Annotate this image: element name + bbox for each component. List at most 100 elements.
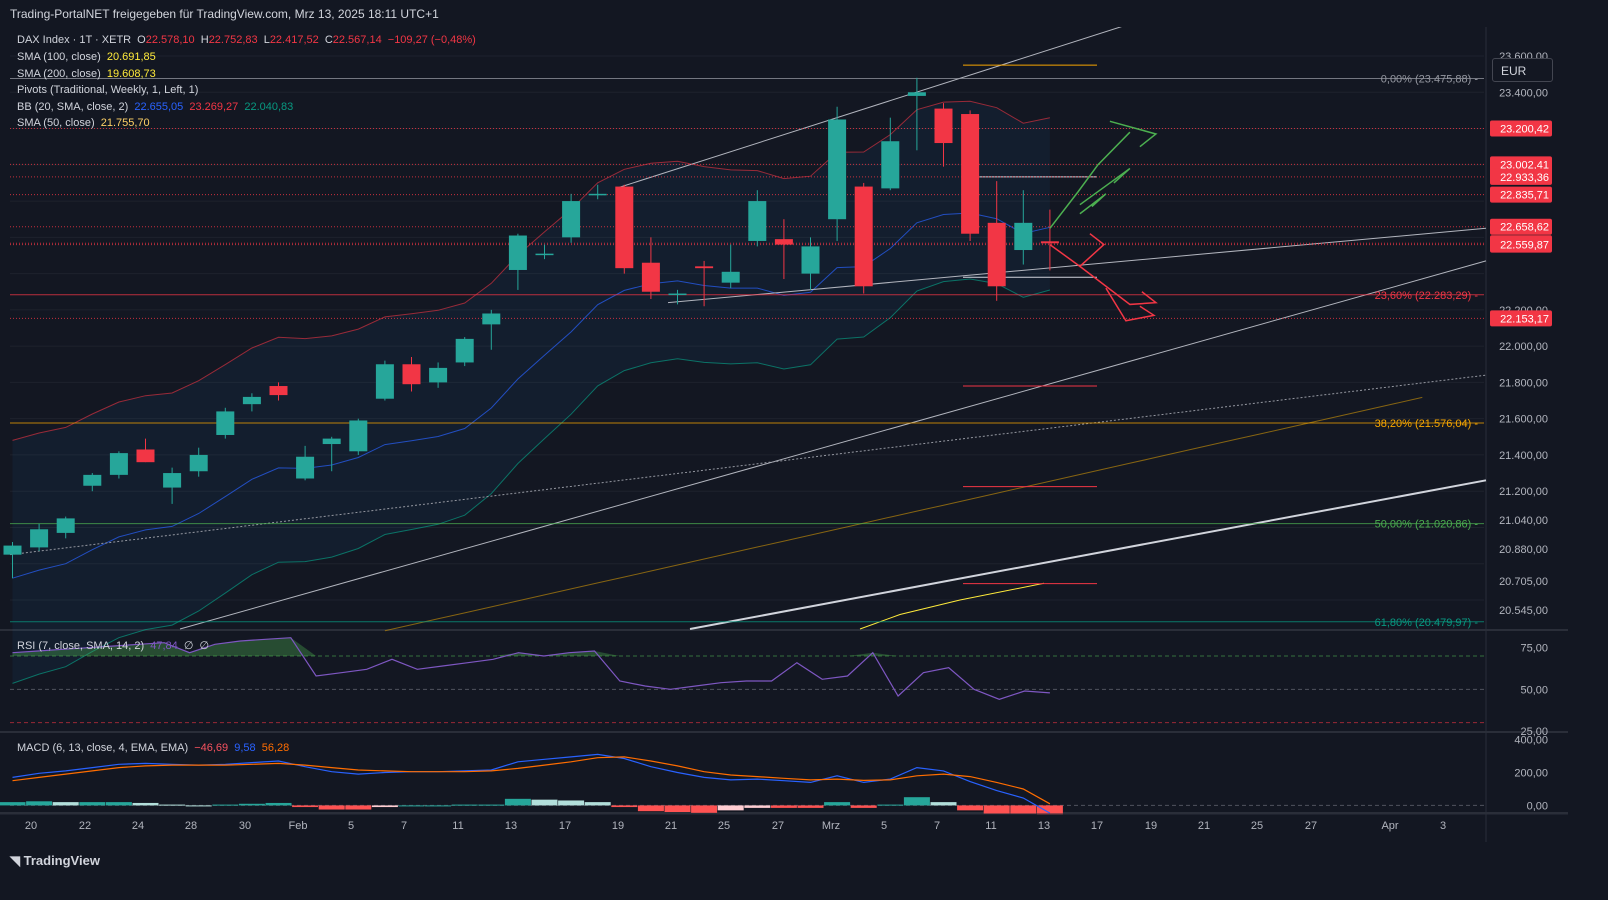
- time-tick: 19: [1145, 820, 1157, 832]
- candle-body: [322, 438, 341, 445]
- time-tick: 25: [718, 820, 730, 832]
- price-tick: 21.040,00: [1499, 515, 1548, 527]
- time-tick: 17: [559, 820, 571, 832]
- legend-sma100-label: SMA (100, close): [17, 51, 101, 63]
- candle-body: [375, 364, 394, 399]
- price-tag-box: [1490, 236, 1552, 253]
- legend-symbol[interactable]: DAX Index · 1T · XETR: [17, 34, 132, 46]
- bullish-arrow-path: [1049, 131, 1131, 229]
- price-tick: 22.000,00: [1499, 341, 1548, 353]
- chart-area[interactable]: 23.600,0023.400,0022.200,0022.000,0021.8…: [0, 27, 1568, 842]
- share-title: Trading-PortalNET freigegeben für Tradin…: [10, 7, 439, 21]
- legend-c-value: 22.567,14: [332, 34, 382, 46]
- candle-body: [615, 186, 634, 269]
- candle-body: [508, 235, 527, 270]
- macd-histogram-bar: [504, 798, 531, 806]
- legend-sma50[interactable]: SMA (50, close) 21.755,70: [17, 117, 153, 129]
- sma50-line: [384, 396, 1423, 632]
- macd-histogram-bar: [877, 804, 904, 806]
- legend-sma50-label: SMA (50, close): [17, 117, 95, 129]
- macd-histogram-bar: [238, 803, 265, 806]
- candle-body: [136, 449, 155, 463]
- legend-pivots-label: Pivots (Traditional, Weekly, 1, Left, 1): [17, 84, 199, 96]
- legend-macd[interactable]: MACD (6, 13, close, 4, EMA, EMA) −46,69 …: [17, 742, 292, 754]
- macd-histogram-bar: [212, 804, 239, 806]
- legend-rsi-value: 47,84: [150, 640, 178, 652]
- macd-histogram-bar: [850, 805, 877, 808]
- currency-button[interactable]: EUR: [1492, 58, 1553, 82]
- bb-upper-line: [12, 100, 1050, 441]
- price-tick: 20.545,00: [1499, 605, 1548, 617]
- candle-body: [242, 396, 261, 405]
- candle-body: [961, 114, 980, 234]
- candle-body: [828, 119, 847, 220]
- legend-o-value: 22.578,10: [145, 34, 195, 46]
- time-tick: 13: [505, 820, 517, 832]
- bb-basis-line: [12, 212, 1051, 579]
- candle-body: [801, 246, 820, 274]
- legend-rsi-extra-2: ∅: [199, 640, 210, 652]
- candle-body: [907, 92, 926, 96]
- candle-body: [1014, 222, 1033, 251]
- time-tick: 21: [1198, 820, 1210, 832]
- candle-body: [455, 338, 474, 363]
- time-tick: 22: [79, 820, 91, 832]
- tradingview-logo[interactable]: ◥ TradingView: [10, 853, 100, 869]
- legend-rsi[interactable]: RSI (7, close, SMA, 14, 2) 47,84 ∅ ∅: [17, 639, 212, 652]
- macd-histogram-bar: [1010, 805, 1037, 815]
- legend-pivots[interactable]: Pivots (Traditional, Weekly, 1, Left, 1): [17, 84, 201, 96]
- legend-change: −109,27 (−0,48%): [387, 34, 476, 46]
- candle-body: [588, 193, 607, 196]
- legend-bb-label: BB (20, SMA, close, 2): [17, 101, 129, 113]
- candle-body: [562, 201, 581, 238]
- legend-bb-basis: 22.655,05: [134, 101, 184, 113]
- macd-histogram-bar: [132, 802, 159, 806]
- long-trend-line: [179, 260, 1487, 630]
- legend-macd-signal: 56,28: [261, 742, 290, 754]
- macd-histogram-bar: [292, 805, 319, 808]
- time-tick: 13: [1038, 820, 1050, 832]
- channel-upper-line: [615, 27, 1122, 189]
- macd-histogram-bar: [770, 805, 797, 808]
- scenario-arrows: [1049, 120, 1158, 322]
- candle-body: [641, 262, 660, 292]
- legend-sma200-value: 19.608,73: [106, 68, 156, 80]
- fib-level-label: 0,00% (23.475,88) -: [1381, 74, 1479, 86]
- candle-body: [695, 266, 714, 269]
- macd-histogram-bar: [26, 801, 53, 806]
- time-tick: 27: [772, 820, 784, 832]
- legend-macd-hist: −46,69: [194, 742, 229, 754]
- macd-tick: 200,00: [1514, 768, 1548, 780]
- candle-body: [668, 293, 687, 296]
- macd-histogram-bar: [265, 802, 292, 806]
- time-tick: Apr: [1381, 820, 1398, 832]
- macd-histogram-bar: [425, 805, 452, 807]
- time-tick: 7: [401, 820, 407, 832]
- legend-o-label: O: [137, 34, 146, 46]
- rsi-overbought-fill: [12, 637, 1050, 656]
- candle-body: [349, 420, 368, 452]
- legend-sma200[interactable]: SMA (200, close) 19.608,73: [17, 68, 159, 80]
- trend-lines: [9, 27, 1487, 630]
- macd-histogram-bar: [345, 805, 372, 810]
- legend-bb[interactable]: BB (20, SMA, close, 2) 22.655,05 23.269,…: [17, 101, 296, 113]
- pane-frames: [0, 27, 1568, 842]
- price-tick: 21.200,00: [1499, 486, 1548, 498]
- time-tick: 27: [1305, 820, 1317, 832]
- rsi-tick: 25,00: [1520, 726, 1548, 738]
- fib-level-label: 23,60% (22.283,29) -: [1375, 290, 1479, 302]
- top-bar: Trading-PortalNET freigegeben für Tradin…: [0, 0, 1568, 27]
- legend-sma100-value: 20.691,85: [106, 51, 156, 63]
- bearish-arrow-path: [1079, 265, 1158, 306]
- legend-sma100[interactable]: SMA (100, close) 20.691,85: [17, 51, 159, 63]
- chart-svg[interactable]: 23.600,0023.400,0022.200,0022.000,0021.8…: [0, 27, 1568, 842]
- main-grid: [10, 55, 1484, 601]
- legend-rsi-extra-1: ∅: [183, 640, 194, 652]
- macd-histogram-bar: [398, 805, 425, 807]
- fib-level-label: 61,80% (20.479,97) -: [1375, 617, 1479, 629]
- candle-body: [881, 141, 900, 189]
- macd-histogram-bar: [105, 802, 132, 806]
- macd-histogram-bar: [478, 804, 505, 806]
- macd-histogram-bar: [930, 802, 957, 806]
- price-tag-label: 22.153,17: [1500, 313, 1549, 325]
